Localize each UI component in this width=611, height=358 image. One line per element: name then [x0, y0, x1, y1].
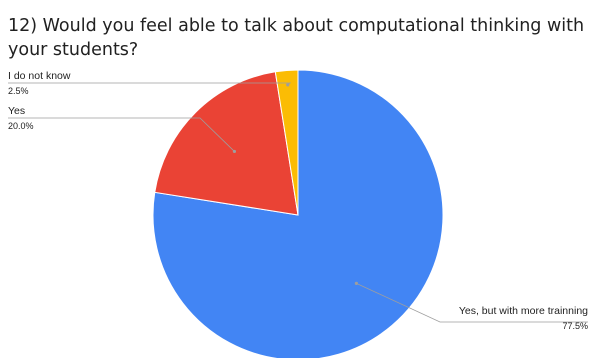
slice-percent-0: 77.5% — [562, 321, 588, 331]
leader-dot-0 — [354, 281, 358, 285]
slice-label-1: Yes — [8, 105, 25, 117]
leader-line-1 — [8, 117, 235, 152]
leader-dot-1 — [232, 149, 237, 154]
slice-label-0: Yes, but with more trainning — [459, 305, 588, 317]
slice-label-2: I do not know — [8, 70, 71, 82]
slice-percent-2: 2.5% — [8, 86, 29, 96]
leader-line-0 — [356, 282, 588, 323]
slice-percent-1: 20.0% — [8, 121, 34, 131]
chart-title: 12) Would you feel able to talk about co… — [8, 16, 585, 60]
pie-slice-2 — [274, 69, 299, 216]
leader-dot-2 — [286, 83, 290, 87]
